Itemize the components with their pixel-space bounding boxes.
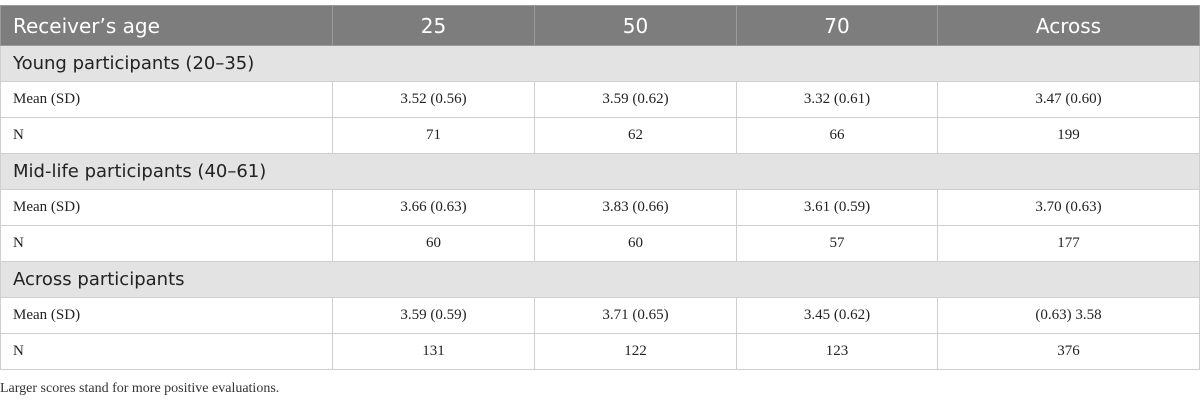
table-cell: 3.83 (0.66) — [534, 189, 737, 226]
header-50: 50 — [534, 5, 737, 46]
table-cell: 3.59 (0.59) — [332, 297, 535, 334]
section-title: Young participants (20–35) — [0, 45, 1200, 82]
footnote: Larger scores stand for more positive ev… — [0, 381, 280, 396]
row-label: N — [0, 333, 333, 370]
table-cell: 3.61 (0.59) — [736, 189, 938, 226]
table-row: Mean (SD) 3.59 (0.59) 3.71 (0.65) 3.45 (0.6… — [0, 297, 1200, 334]
table-cell: 122 — [534, 333, 737, 370]
table-cell: 57 — [736, 225, 938, 262]
section-row: Across participants — [0, 261, 1200, 298]
table-cell: 177 — [937, 225, 1200, 262]
table-cell: 3.47 (0.60) — [937, 81, 1200, 118]
table-row: Mean (SD) 3.52 (0.56) 3.59 (0.62) 3.32 (0.6… — [0, 81, 1200, 118]
header-across: Across — [937, 5, 1200, 46]
row-label: Mean (SD) — [0, 189, 333, 226]
row-label: Mean (SD) — [0, 81, 333, 118]
table-cell: 66 — [736, 117, 938, 154]
table-cell: 3.59 (0.62) — [534, 81, 737, 118]
table-cell: 376 — [937, 333, 1200, 370]
section-row: Mid-life participants (40–61) — [0, 153, 1200, 190]
table-cell: 3.32 (0.61) — [736, 81, 938, 118]
header-receivers-age: Receiver’s age — [0, 5, 333, 46]
results-table: Receiver’s age 25 50 70 Across Young par… — [0, 5, 1200, 370]
section-title: Across participants — [0, 261, 1200, 298]
section-row: Young participants (20–35) — [0, 45, 1200, 82]
table-cell: 71 — [332, 117, 535, 154]
table-cell: 3.70 (0.63) — [937, 189, 1200, 226]
header-row: Receiver’s age 25 50 70 Across — [0, 5, 1200, 46]
row-label: N — [0, 225, 333, 262]
table-cell: (0.63) 3.58 — [937, 297, 1200, 334]
table-row: Mean (SD) 3.66 (0.63) 3.83 (0.66) 3.61 (0.5… — [0, 189, 1200, 226]
table-row: N 60 60 57 177 — [0, 225, 1200, 262]
section-title: Mid-life participants (40–61) — [0, 153, 1200, 190]
table-cell: 123 — [736, 333, 938, 370]
table-row: N 71 62 66 199 — [0, 117, 1200, 154]
table-cell: 3.45 (0.62) — [736, 297, 938, 334]
table-cell: 62 — [534, 117, 737, 154]
row-label: Mean (SD) — [0, 297, 333, 334]
table-cell: 3.52 (0.56) — [332, 81, 535, 118]
header-70: 70 — [736, 5, 938, 46]
table-cell: 3.71 (0.65) — [534, 297, 737, 334]
header-25: 25 — [332, 5, 535, 46]
table-cell: 60 — [332, 225, 535, 262]
table-cell: 199 — [937, 117, 1200, 154]
table-cell: 60 — [534, 225, 737, 262]
table-row: N 131 122 123 376 — [0, 333, 1200, 370]
row-label: N — [0, 117, 333, 154]
table-cell: 3.66 (0.63) — [332, 189, 535, 226]
table-cell: 131 — [332, 333, 535, 370]
